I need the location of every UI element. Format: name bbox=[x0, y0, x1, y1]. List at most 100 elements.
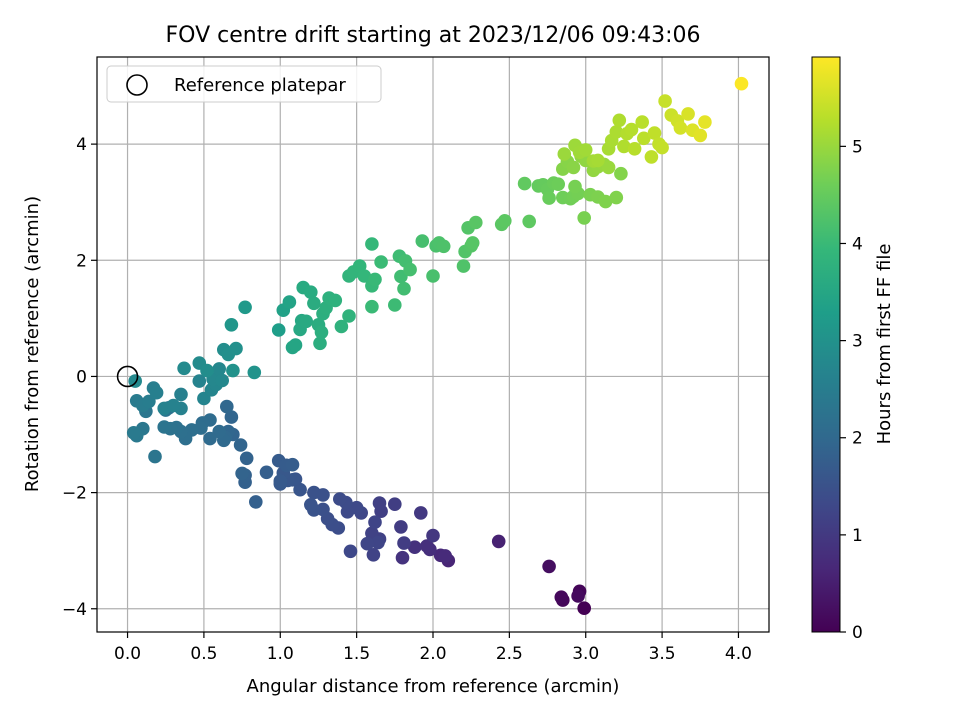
scatter-point bbox=[647, 126, 662, 140]
scatter-point bbox=[635, 115, 649, 129]
scatter-point bbox=[469, 215, 483, 230]
scatter-point bbox=[388, 497, 402, 512]
x-axis-label: Angular distance from reference (arcmin) bbox=[247, 676, 620, 697]
x-tick-label: 2.0 bbox=[419, 644, 446, 664]
y-tick-label: −4 bbox=[62, 600, 87, 620]
scatter-point bbox=[498, 214, 512, 228]
scatter-point bbox=[239, 451, 254, 466]
colorbar-ticks: 0 1 2 3 4 5 bbox=[840, 137, 863, 643]
scatter-point bbox=[598, 194, 613, 209]
x-axis-ticks: 0.0 0.5 1.0 1.5 2.0 2.5 3.0 3.5 4.0 bbox=[114, 632, 752, 664]
colorbar-tick-label: 0 bbox=[852, 623, 863, 643]
scatter-point bbox=[542, 559, 556, 574]
scatter-point bbox=[271, 323, 286, 337]
scatter-point bbox=[693, 128, 708, 143]
colorbar-tick-label: 4 bbox=[852, 234, 863, 254]
scatter-point bbox=[436, 239, 451, 254]
scatter-point bbox=[333, 492, 347, 506]
scatter-points bbox=[126, 76, 749, 615]
scatter-point bbox=[637, 131, 651, 146]
y-tick-label: 0 bbox=[76, 367, 87, 387]
scatter-point bbox=[192, 374, 207, 388]
scatter-point bbox=[313, 336, 327, 351]
colorbar-tick-label: 5 bbox=[852, 137, 863, 157]
scatter-point bbox=[542, 191, 556, 205]
scatter-point bbox=[307, 296, 321, 311]
x-tick-label: 3.0 bbox=[572, 644, 599, 664]
scatter-point bbox=[200, 363, 214, 378]
scatter-point bbox=[388, 298, 402, 312]
scatter-point bbox=[368, 272, 382, 287]
scatter-point bbox=[365, 299, 379, 314]
scatter-point bbox=[578, 143, 593, 157]
scatter-point bbox=[372, 496, 387, 510]
scatter-point bbox=[465, 236, 480, 250]
scatter-point bbox=[288, 338, 303, 352]
scatter-point bbox=[285, 457, 300, 472]
colorbar-label: Hours from first FF file bbox=[874, 244, 895, 445]
y-axis-ticks: −4 −2 0 2 4 bbox=[62, 135, 97, 620]
scatter-point bbox=[215, 373, 229, 388]
scatter-point bbox=[617, 139, 631, 154]
scatter-point bbox=[249, 495, 263, 509]
scatter-point bbox=[658, 94, 672, 108]
legend: Reference platepar bbox=[106, 65, 382, 103]
y-tick-label: 2 bbox=[76, 251, 87, 271]
reference-marker-layer bbox=[116, 365, 139, 388]
scatter-point bbox=[566, 160, 581, 175]
scatter-point bbox=[293, 482, 307, 497]
scatter-point bbox=[157, 420, 171, 434]
scatter-point bbox=[128, 374, 142, 388]
scatter-point bbox=[212, 424, 226, 439]
x-tick-label: 0.0 bbox=[114, 644, 141, 664]
reference-platepar-marker bbox=[116, 365, 139, 388]
scatter-point bbox=[212, 362, 226, 376]
scatter-point bbox=[299, 314, 314, 329]
scatter-point bbox=[491, 534, 506, 549]
scatter-point bbox=[224, 410, 239, 424]
scatter-point bbox=[601, 160, 616, 175]
x-tick-label: 3.5 bbox=[649, 644, 676, 664]
scatter-point bbox=[557, 147, 572, 161]
scatter-point bbox=[233, 438, 248, 452]
scatter-point bbox=[577, 601, 591, 615]
chart-title: FOV centre drift starting at 2023/12/06 … bbox=[166, 23, 701, 48]
scatter-point bbox=[235, 466, 249, 481]
colorbar-tick-label: 3 bbox=[852, 332, 863, 352]
scatter-point bbox=[307, 485, 321, 500]
scatter-point bbox=[397, 281, 411, 296]
scatter-point bbox=[517, 176, 532, 191]
colorbar-tick-label: 2 bbox=[852, 429, 863, 449]
scatter-point bbox=[238, 300, 252, 315]
legend-marker-icon bbox=[126, 74, 148, 96]
scatter-point bbox=[612, 113, 627, 128]
y-tick-label: −2 bbox=[62, 484, 87, 504]
x-tick-label: 0.5 bbox=[190, 644, 217, 664]
scatter-point bbox=[394, 520, 408, 534]
scatter-point bbox=[142, 394, 156, 409]
scatter-point bbox=[395, 550, 410, 565]
scatter-point bbox=[571, 589, 585, 603]
scatter-point bbox=[166, 398, 181, 413]
scatter-point bbox=[229, 341, 243, 356]
scatter-point bbox=[415, 234, 430, 248]
scatter-point bbox=[343, 544, 358, 559]
legend-box bbox=[106, 65, 382, 103]
scatter-point bbox=[282, 295, 297, 309]
scatter-point bbox=[371, 535, 385, 550]
scatter-point bbox=[614, 166, 628, 181]
scatter-point bbox=[568, 179, 582, 194]
x-tick-label: 4.0 bbox=[725, 644, 752, 664]
colorbar: 0 1 2 3 4 5 Hours from first FF file bbox=[811, 56, 895, 643]
scatter-point bbox=[420, 539, 434, 553]
scatter-point bbox=[627, 142, 642, 156]
scatter-point bbox=[334, 319, 349, 334]
scatter-point bbox=[304, 498, 318, 512]
scatter-point bbox=[304, 285, 318, 300]
scatter-point bbox=[673, 121, 688, 135]
scatter-point bbox=[577, 211, 591, 225]
scatter-point bbox=[273, 474, 288, 488]
scatter-point bbox=[551, 177, 565, 191]
scatter-point bbox=[149, 385, 164, 400]
scatter-point bbox=[609, 125, 624, 139]
